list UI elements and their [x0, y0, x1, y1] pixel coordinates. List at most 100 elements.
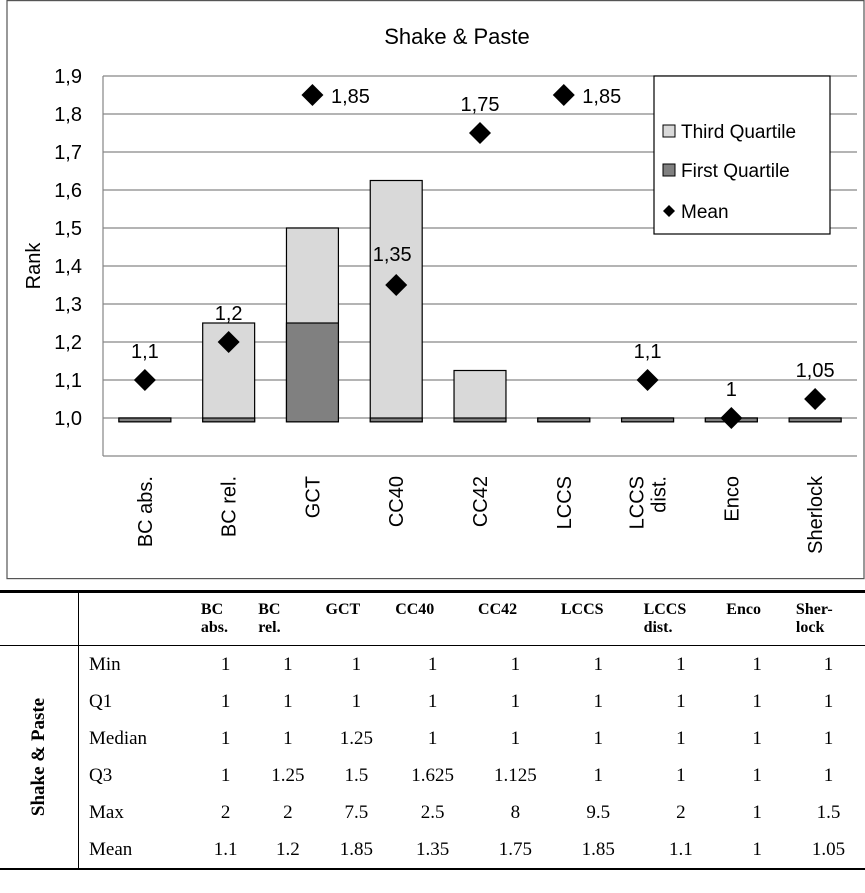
column-header: CC40 [391, 592, 474, 646]
table-cell: 1 [220, 764, 231, 786]
table-corner-blank [0, 592, 79, 646]
x-tick-label-line: Enco [721, 476, 743, 522]
table-cell: 1.25 [339, 727, 373, 749]
table-body: Shake & Paste Min 1 1 1 1 1 1 1 1 1 Q1 1 1 1 1 1 1 1 1 1 Medi… [0, 645, 865, 869]
column-header: BC abs. [197, 592, 254, 646]
y-tick-label: 1,5 [54, 218, 82, 240]
x-tick-label: CC40 [386, 476, 408, 527]
column-header-line: CC42 [478, 601, 518, 618]
x-tick-label-line: CC42 [470, 476, 492, 527]
row-label: Min [77, 645, 197, 683]
column-header: GCT [322, 592, 392, 646]
table-cell: 1 [752, 764, 762, 786]
x-tick-label: LCCS dist. [627, 476, 671, 529]
table-cell: 1 [593, 727, 603, 749]
x-tick-label: CC42 [470, 476, 492, 527]
mean-marker [720, 407, 743, 429]
bar-first-quartile [537, 417, 591, 423]
table-cell: 1 [676, 764, 686, 786]
table-cell: 1 [752, 653, 762, 675]
table-cell: 1 [593, 690, 603, 712]
table-row: Q3 1 1.25 1.5 1.625 1.125 1 1 1 1 [0, 757, 865, 794]
chart-svg: Shake & Paste Rank 1,0 1,1 1,2 1,3 1,4 1,5 1,6… [6, 0, 865, 580]
table-header-row: BC abs. BC rel. GCT CC40 CC42 LCCS LCCS dist. Enco… [0, 591, 865, 646]
y-axis-label: Rank [23, 242, 45, 290]
table-cell: 1.125 [494, 764, 537, 786]
y-tick-label: 1,2 [54, 332, 82, 354]
bar-first-quartile [285, 322, 340, 423]
mean-markers [133, 84, 827, 429]
column-header-line: lock [795, 619, 825, 636]
data-label: 1,85 [331, 86, 370, 108]
data-labels: 1,1 1,2 1,85 1,35 1,75 1,85 1,1 1 1,05 [131, 86, 835, 401]
column-header-line: LCCS [560, 601, 604, 618]
column-header-line: dist. [643, 619, 673, 636]
table-cell: 1.25 [271, 764, 305, 786]
column-header-line: Enco [726, 601, 761, 618]
column-header-line: Sher- [795, 601, 833, 618]
table-cell: 1 [752, 838, 762, 860]
bar-first-quartile [118, 417, 172, 423]
stats-table: BC abs. BC rel. GCT CC40 CC42 LCCS LCCS dist. Enco… [0, 590, 865, 870]
table-cell: 1 [823, 690, 834, 712]
x-tick-label: BC rel. [219, 476, 241, 537]
x-tick-label: GCT [302, 476, 324, 518]
bar-first-quartile [788, 417, 842, 423]
legend-swatch-third-quartile [662, 124, 676, 138]
mean-marker [636, 369, 659, 391]
legend-box [653, 75, 831, 235]
table-row: Shake & Paste Min 1 1 1 1 1 1 1 1 1 [0, 645, 865, 816]
table-corner-header [77, 591, 197, 646]
table-row: Max 2 2 7.5 2.5 8 9.5 2 1 1.5 [0, 794, 865, 831]
table-cell: 1 [510, 690, 521, 712]
chart-title: Shake & Paste [384, 24, 530, 49]
axes [102, 76, 857, 457]
table-cell: 2 [283, 801, 293, 823]
x-tick-label-line: dist. [649, 476, 671, 513]
section-label-cell: Shake & Paste [0, 646, 79, 870]
bar-first-quartile [620, 417, 675, 423]
row-label: Q3 [77, 757, 197, 794]
table-cell: 1.35 [415, 838, 450, 860]
data-label: 1,1 [131, 341, 159, 363]
x-tick-label-line: CC40 [386, 476, 408, 527]
x-tick-label-line: Sherlock [805, 475, 827, 554]
x-tick-label: LCCS [554, 476, 576, 529]
table-cell: 1.5 [344, 764, 369, 786]
table-cell: 1.2 [276, 838, 300, 860]
y-tick-label: 1,1 [54, 370, 82, 392]
table-cell: 1 [427, 653, 438, 675]
column-header-line: BC [200, 601, 224, 618]
table-cell: 1 [510, 653, 521, 675]
legend-label-third-quartile: Third Quartile [681, 122, 796, 143]
table-cell: 1 [752, 690, 762, 712]
data-label: 1,85 [582, 86, 621, 108]
column-header-line: CC40 [395, 601, 435, 618]
y-tick-label: 1,4 [54, 256, 82, 278]
table-cell: 1.85 [339, 838, 373, 860]
section-label-wrap: Shake & Paste [0, 646, 78, 868]
table-cell: 1.05 [811, 838, 846, 860]
bar-third-quartile [369, 179, 423, 423]
column-header-line: LCCS [643, 601, 687, 618]
x-tick-label: BC abs. [135, 476, 157, 547]
table-cell: 1.5 [816, 801, 841, 823]
bar-first-quartile [453, 417, 507, 423]
table-cell: 1.85 [581, 838, 615, 860]
row-label: Q1 [77, 683, 197, 720]
bar-third-quartile [453, 369, 507, 423]
table-cell: 1 [676, 690, 686, 712]
table-cell: 7.5 [344, 801, 369, 823]
table-cell: 1 [823, 764, 834, 786]
table-cell: 9.5 [586, 801, 611, 823]
data-label: 1,2 [215, 303, 243, 325]
y-tick-label: 1,8 [54, 104, 82, 126]
data-label: 1,1 [634, 341, 662, 363]
column-header: LCCS dist. [640, 592, 723, 646]
bar-first-quartile [369, 417, 423, 423]
column-header: Sher-lock [792, 592, 865, 646]
table-cell: 1 [283, 690, 293, 712]
table-cell: 1.75 [498, 838, 533, 860]
table-row: Median 1 1 1.25 1 1 1 1 1 1 [0, 720, 865, 757]
table-cell: 1.1 [669, 838, 693, 860]
